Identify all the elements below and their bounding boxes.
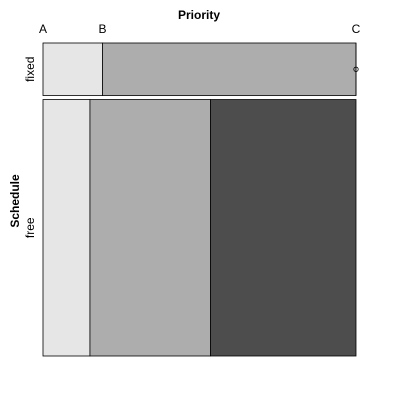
y-tick-label-fixed: fixed xyxy=(23,57,37,82)
x-tick-label-b: B xyxy=(98,22,106,36)
y-tick-labels: fixed free xyxy=(23,57,37,239)
empty-cell-marker-fixed-c xyxy=(353,66,359,72)
cell-free-a xyxy=(42,99,91,357)
y-axis-title: Schedule xyxy=(8,174,22,228)
y-tick-label-free: free xyxy=(23,217,37,238)
cell-fixed-a xyxy=(42,42,103,96)
cell-free-b xyxy=(89,99,211,357)
x-tick-label-a: A xyxy=(39,22,47,36)
cell-free-c xyxy=(210,99,357,357)
x-tick-label-c: C xyxy=(352,22,361,36)
x-tick-labels: A B C xyxy=(39,22,361,36)
x-axis-title: Priority xyxy=(178,8,220,22)
mosaic-cells xyxy=(42,42,359,357)
cell-fixed-b xyxy=(102,42,357,96)
